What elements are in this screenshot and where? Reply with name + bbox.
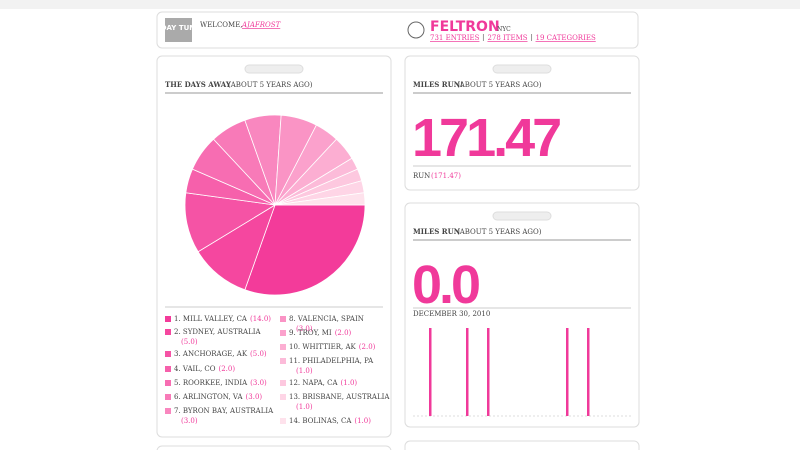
legend-swatch (165, 408, 171, 414)
legend-label: 2. SYDNEY, AUSTRALIA (174, 328, 261, 336)
avatar[interactable] (407, 21, 425, 39)
bar (487, 328, 490, 416)
legend-swatch (165, 366, 171, 372)
profile-name[interactable]: FELTRON (430, 19, 500, 35)
legend-label: 3. ANCHORAGE, AK (174, 350, 248, 358)
logo[interactable]: DAY TUM (161, 24, 197, 32)
legend-label: 1. MILL VALLEY, CA (174, 315, 248, 323)
legend-label: 12. NAPA, CA (289, 379, 338, 387)
legend-value: (2.0) (335, 329, 352, 337)
welcome: WELCOME, (200, 21, 243, 29)
next-card (156, 445, 392, 454)
legend-label: 8. VALENCIA, SPAIN (289, 315, 364, 323)
legend-swatch (280, 330, 286, 336)
card-period: (ABOUT 5 YEARS AGO) (457, 228, 542, 236)
legend-value: (1.0) (296, 367, 313, 375)
miles-card (404, 202, 640, 428)
bar (466, 328, 469, 416)
card-period: (ABOUT 5 YEARS AGO) (457, 81, 542, 89)
legend-swatch (165, 394, 171, 400)
legend-label: 6. ARLINGTON, VA (174, 393, 243, 401)
date: DECEMBER 30, 2010 (413, 310, 490, 318)
legend-label: 11. PHILADELPHIA, PA (289, 357, 374, 365)
legend-label: 5. ROORKEE, INDIA (174, 379, 248, 387)
legend-label: 14. BOLINAS, CA (289, 417, 352, 425)
logo-box[interactable] (165, 18, 192, 42)
legend-swatch (165, 351, 171, 357)
bar (566, 328, 569, 416)
legend-label: 13. BRISBANE, AUSTRALIA (289, 393, 390, 401)
legend: 1. MILL VALLEY, CA (14.0) 2. SYDNEY, AUSTR… (165, 315, 390, 425)
links: 731 ENTRIES 278 ITEMS 19 CATEGORIES (430, 34, 596, 42)
footer: RUN (413, 172, 430, 180)
legend-swatch (280, 394, 286, 400)
top-strip (0, 0, 800, 9)
legend-label: 4. VAIL, CO (174, 365, 216, 373)
card-tab (492, 211, 552, 221)
city: NYC (497, 26, 511, 33)
legend-swatch (280, 418, 286, 424)
legend-value: (1.0) (354, 417, 371, 425)
legend-value: (1.0) (296, 403, 313, 411)
card-tab (244, 64, 304, 74)
legend-value: (2.0) (359, 343, 376, 351)
next-card (404, 440, 640, 454)
card-title: THE DAYS AWAY (165, 80, 232, 89)
legend-swatch (280, 316, 286, 322)
legend-value: (14.0) (250, 315, 271, 323)
big-number: 171.47 (412, 108, 560, 168)
bars (429, 328, 590, 416)
big-number: 0.0 (412, 255, 479, 315)
header-link[interactable]: 731 ENTRIES (430, 34, 480, 42)
legend-swatch (165, 316, 171, 322)
miles-total-card (404, 55, 640, 191)
legend-value: (3.0) (181, 417, 198, 425)
legend-value: (5.0) (250, 350, 267, 358)
legend-swatch (280, 358, 286, 364)
legend-value: (3.0) (296, 325, 313, 333)
pie-slice (274, 192, 366, 206)
header-link[interactable]: 19 CATEGORIES (536, 34, 596, 42)
bar (587, 328, 590, 416)
legend-swatch (165, 380, 171, 386)
legend-label: 9. TROY, MI (289, 329, 332, 337)
footer-value: (171.47) (431, 172, 461, 180)
legend-swatch (280, 344, 286, 350)
card-title: MILES RUN! (413, 80, 463, 89)
header-card (156, 11, 639, 49)
legend-swatch (280, 380, 286, 386)
card-period: (ABOUT 5 YEARS AGO) (228, 81, 313, 89)
pie-slice (244, 204, 366, 296)
legend-swatch (165, 329, 171, 335)
legend-value: (3.0) (250, 379, 267, 387)
legend-label: 7. BYRON BAY, AUSTRALIA (174, 407, 274, 415)
header-link[interactable]: 278 ITEMS (487, 34, 527, 42)
legend-label: 10. WHITTIER, AK (289, 343, 357, 351)
card-tab (492, 64, 552, 74)
user-link[interactable]: AJAFROST (241, 21, 282, 29)
legend-value: (5.0) (181, 338, 198, 346)
pie (184, 114, 366, 296)
legend-value: (3.0) (246, 393, 263, 401)
legend-value: (1.0) (341, 379, 358, 387)
card-title: MILES RUN (413, 227, 461, 236)
legend-value: (2.0) (219, 365, 236, 373)
bar (429, 328, 432, 416)
